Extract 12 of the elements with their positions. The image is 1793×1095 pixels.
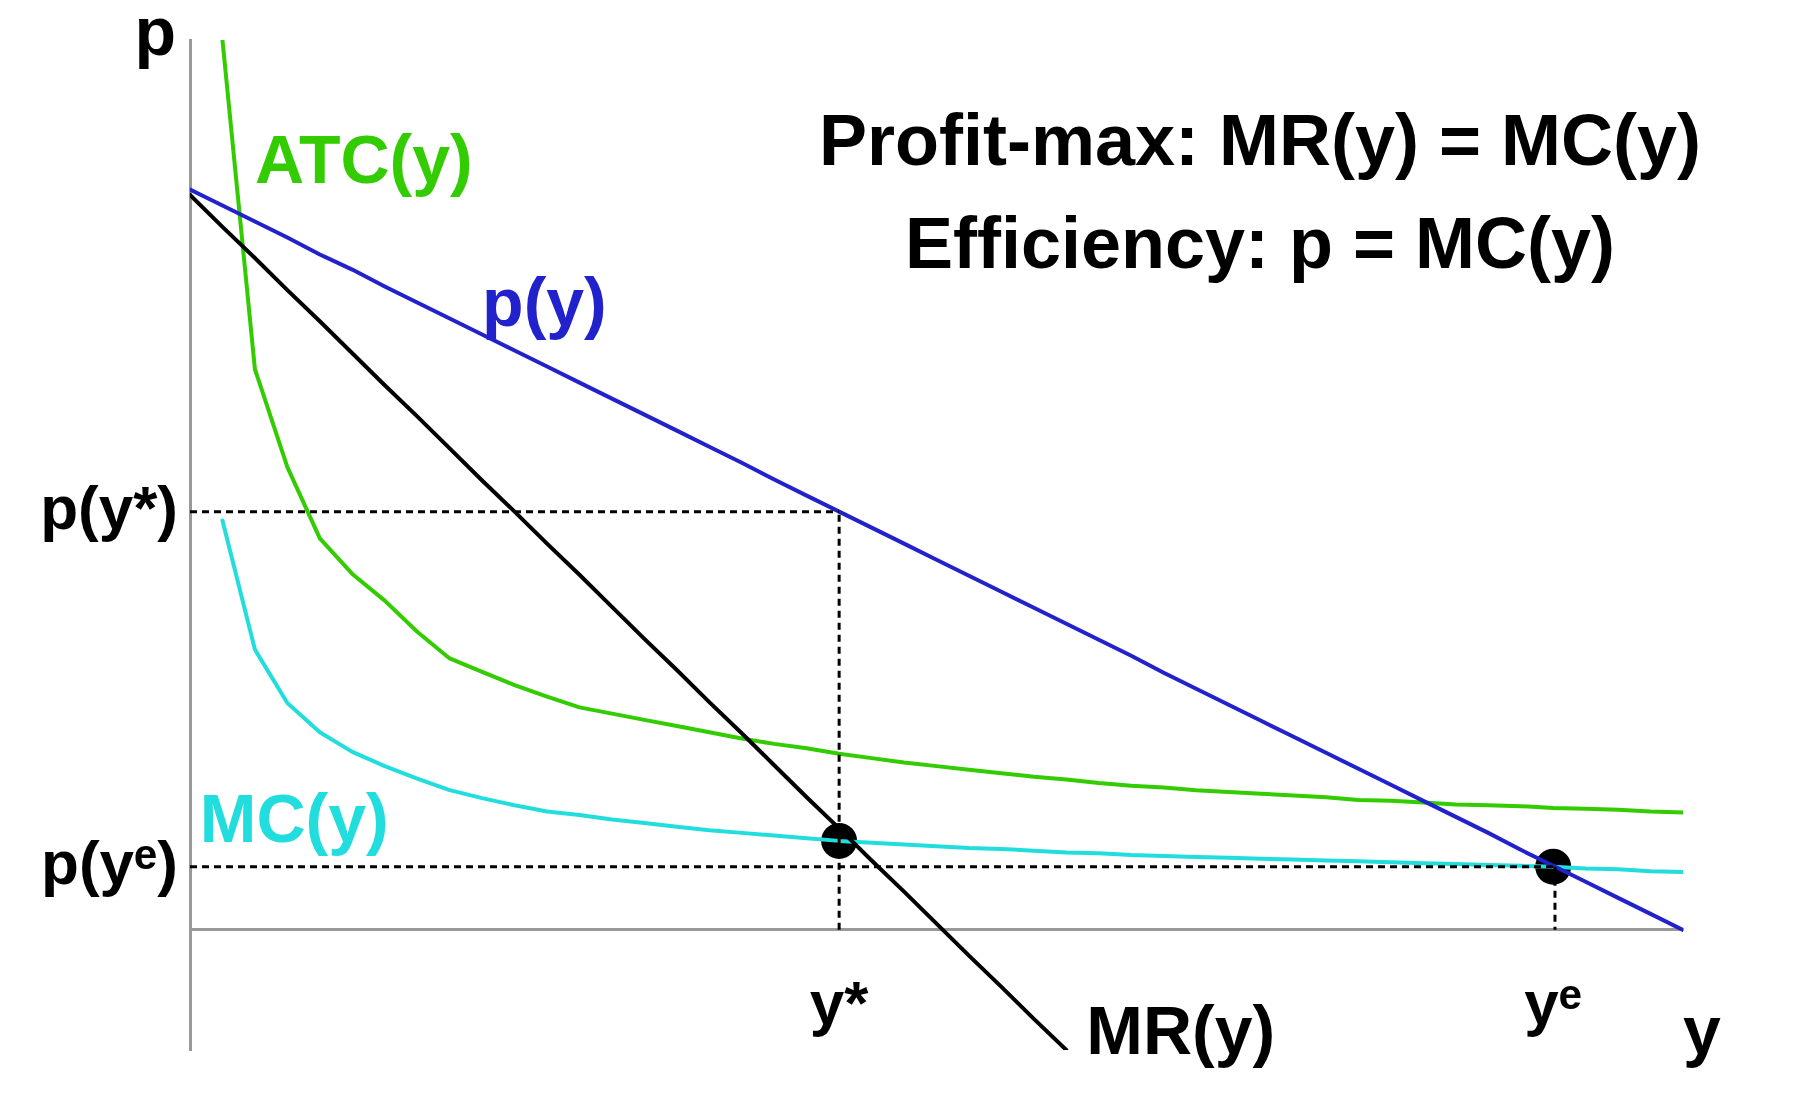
x-axis-title: y — [1683, 991, 1721, 1068]
series-label: MR(y) — [1086, 991, 1276, 1068]
y-axis-title: p — [134, 0, 176, 69]
series-label: p(y) — [482, 263, 607, 340]
annotation: Profit-max: MR(y) = MC(y) — [818, 99, 1702, 180]
series-label: MC(y) — [199, 779, 389, 856]
x-tick-label: yᵉ — [1524, 968, 1583, 1038]
ref-line-label: p(yᵉ) — [41, 827, 178, 897]
annotation: Efficiency: p = MC(y) — [904, 202, 1616, 283]
series-label: ATC(y) — [254, 121, 473, 198]
ref-line-label: p(y*) — [40, 472, 178, 542]
x-tick-label: y* — [809, 968, 870, 1038]
